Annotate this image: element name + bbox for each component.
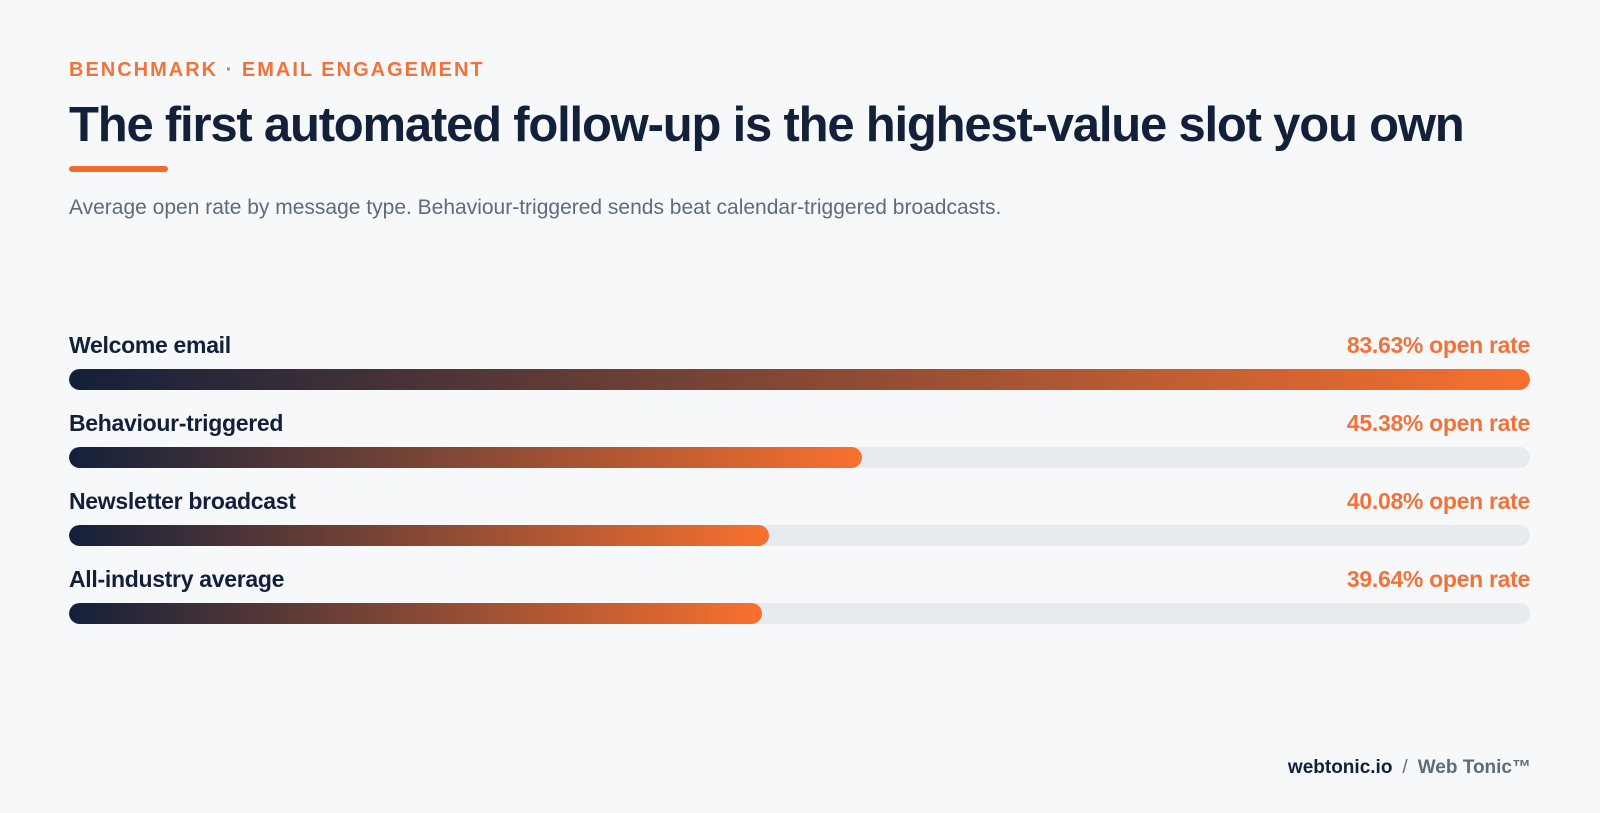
- bar-label: Behaviour-triggered: [69, 410, 284, 436]
- bar-row: Behaviour-triggered 45.38% open rate: [69, 408, 1530, 486]
- bar-label: Newsletter broadcast: [69, 488, 296, 514]
- bar-chart: Welcome email 83.63% open rate Behaviour-t…: [69, 330, 1530, 642]
- bar-value-label: 40.08% open rate: [1346, 488, 1530, 514]
- bar-row: Newsletter broadcast 40.08% open rate: [69, 486, 1530, 564]
- footer-domain: webtonic.io: [1287, 757, 1393, 778]
- bar-value-label: 45.38% open rate: [1346, 410, 1530, 436]
- bar-track: [69, 369, 1530, 390]
- bar-row: Welcome email 83.63% open rate: [69, 330, 1530, 408]
- title-underline: [69, 166, 168, 172]
- footer-brand: Web Tonic™: [1417, 757, 1531, 778]
- footer-separator: /: [1402, 757, 1408, 778]
- bar-value-label: 39.64% open rate: [1346, 566, 1530, 592]
- bar-label: Welcome email: [69, 332, 231, 358]
- bar-label: All-industry average: [69, 566, 285, 592]
- bar-row: All-industry average 39.64% open rate: [69, 564, 1530, 642]
- bar: [69, 603, 762, 624]
- bar-track: [69, 603, 1530, 624]
- bar: [69, 525, 770, 546]
- chart-eyebrow: BENCHMARK · EMAIL ENGAGEMENT: [69, 59, 485, 81]
- bar: [69, 447, 862, 468]
- bar: [69, 369, 1530, 390]
- bar-value-label: 83.63% open rate: [1346, 332, 1530, 358]
- footer-credit: webtonic.io / Web Tonic™: [1288, 757, 1531, 779]
- bar-track: [69, 447, 1530, 468]
- chart-title: The first automated follow-up is the hig…: [69, 98, 1465, 152]
- chart-subtitle: Average open rate by message type. Behav…: [69, 196, 1002, 219]
- bar-track: [69, 525, 1530, 546]
